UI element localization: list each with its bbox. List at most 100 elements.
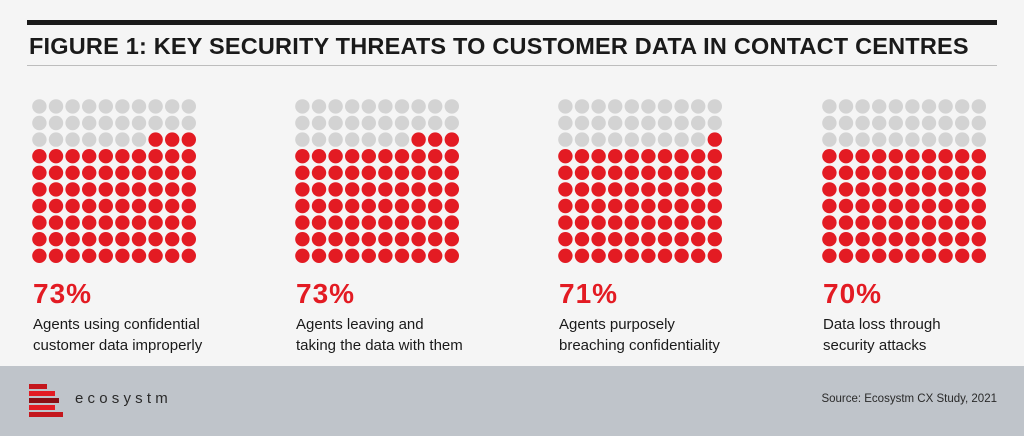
waffle-3-dot-7 xyxy=(674,99,689,114)
waffle-4-dot-51 xyxy=(838,182,854,197)
waffle-4-dot-90 xyxy=(822,248,837,263)
waffle-3-dot-28 xyxy=(691,132,706,147)
waffle-1-dot-41 xyxy=(48,165,64,180)
waffle-1-dot-56 xyxy=(131,182,147,197)
waffle-1-dot-9 xyxy=(181,99,196,114)
waffle-1-dot-25 xyxy=(115,132,130,147)
waffle-grid-2 xyxy=(295,99,459,263)
waffle-1-dot-77 xyxy=(148,215,163,230)
waffle-3-dot-57 xyxy=(674,182,689,197)
waffle-3-dot-45 xyxy=(641,165,656,180)
waffle-1-dot-10 xyxy=(32,115,47,131)
description-4: Data loss through security attacks xyxy=(823,314,1024,356)
waffle-1-dot-18 xyxy=(165,115,180,131)
waffle-2-dot-10 xyxy=(295,115,310,131)
waffle-2-dot-70 xyxy=(295,215,310,230)
waffle-4-dot-70 xyxy=(822,215,837,230)
waffle-3-dot-13 xyxy=(608,115,623,131)
waffle-4-dot-41 xyxy=(838,165,854,180)
percent-label-1: 73% xyxy=(33,278,93,309)
waffle-2-dot-62 xyxy=(328,198,343,214)
waffle-4-dot-47 xyxy=(938,165,953,180)
waffle-1-dot-31 xyxy=(48,149,64,164)
waffle-4-dot-60 xyxy=(822,198,837,214)
waffle-1-dot-13 xyxy=(82,115,97,131)
waffle-3-dot-25 xyxy=(641,132,656,147)
waffle-2-dot-21 xyxy=(311,132,327,147)
waffle-3-dot-95 xyxy=(641,248,656,263)
waffle-2-dot-32 xyxy=(328,149,343,164)
waffle-1-dot-63 xyxy=(82,198,97,214)
waffle-1-dot-36 xyxy=(131,149,147,164)
waffle-1-dot-93 xyxy=(82,248,97,263)
waffle-3-dot-54 xyxy=(624,182,639,197)
waffle-2-dot-3 xyxy=(345,99,360,114)
waffle-4-dot-18 xyxy=(955,115,970,131)
waffle-4-dot-0 xyxy=(822,99,837,114)
waffle-1-dot-51 xyxy=(48,182,64,197)
waffle-2-dot-57 xyxy=(411,182,426,197)
waffle-3-dot-8 xyxy=(691,99,706,114)
waffle-3-dot-70 xyxy=(558,215,573,230)
waffle-1-dot-28 xyxy=(165,132,180,147)
waffle-4-dot-9 xyxy=(971,99,986,114)
waffle-4-dot-19 xyxy=(971,115,986,131)
waffle-2-dot-51 xyxy=(311,182,327,197)
waffle-1-dot-49 xyxy=(181,165,196,180)
waffle-2-dot-97 xyxy=(411,248,426,263)
waffle-2-dot-73 xyxy=(345,215,360,230)
waffle-1-dot-60 xyxy=(32,198,47,214)
waffle-3-dot-43 xyxy=(608,165,623,180)
waffle-1-dot-62 xyxy=(65,198,80,214)
waffle-4-dot-36 xyxy=(921,149,937,164)
waffle-2-dot-29 xyxy=(444,132,459,147)
waffle-4-dot-40 xyxy=(822,165,837,180)
waffle-1-dot-3 xyxy=(82,99,97,114)
waffle-1-dot-7 xyxy=(148,99,163,114)
waffle-4-dot-84 xyxy=(888,232,903,247)
waffle-1-dot-44 xyxy=(98,165,114,180)
waffle-3-dot-62 xyxy=(591,198,606,214)
waffle-3-dot-1 xyxy=(574,99,590,114)
waffle-4-dot-55 xyxy=(905,182,920,197)
waffle-4-dot-49 xyxy=(971,165,986,180)
waffle-4-dot-25 xyxy=(905,132,920,147)
waffle-4-dot-35 xyxy=(905,149,920,164)
waffle-3-dot-93 xyxy=(608,248,623,263)
panel-1: 73% Agents using confidential customer d… xyxy=(31,98,271,360)
waffle-4-dot-74 xyxy=(888,215,903,230)
waffle-1-dot-79 xyxy=(181,215,196,230)
waffle-4-dot-8 xyxy=(955,99,970,114)
waffle-2-dot-36 xyxy=(394,149,410,164)
description-3-line-1: Agents purposely xyxy=(559,316,675,333)
waffle-4-dot-24 xyxy=(888,132,903,147)
waffle-1-dot-32 xyxy=(65,149,80,164)
waffle-4-dot-85 xyxy=(905,232,920,247)
waffle-1-dot-42 xyxy=(65,165,80,180)
waffle-2-dot-63 xyxy=(345,198,360,214)
ecosystm-logo-icon xyxy=(29,384,63,417)
waffle-4-dot-3 xyxy=(872,99,887,114)
waffle-2-dot-93 xyxy=(345,248,360,263)
waffle-1-dot-40 xyxy=(32,165,47,180)
waffle-1-dot-17 xyxy=(148,115,163,131)
waffle-4-dot-71 xyxy=(838,215,854,230)
waffle-4-dot-22 xyxy=(855,132,870,147)
waffle-4-dot-15 xyxy=(905,115,920,131)
waffle-1-dot-6 xyxy=(131,99,147,114)
waffle-4-dot-30 xyxy=(822,149,837,164)
top-rule xyxy=(27,20,997,25)
waffle-1-dot-30 xyxy=(32,149,47,164)
waffle-grid-3 xyxy=(558,99,722,263)
waffle-1-dot-53 xyxy=(82,182,97,197)
waffle-4-dot-59 xyxy=(971,182,986,197)
waffle-4-dot-98 xyxy=(955,248,970,263)
waffle-4-dot-93 xyxy=(872,248,887,263)
waffle-2-dot-16 xyxy=(394,115,410,131)
waffle-3-dot-17 xyxy=(674,115,689,131)
waffle-3-dot-31 xyxy=(574,149,590,164)
waffle-3-dot-35 xyxy=(641,149,656,164)
waffle-2-dot-99 xyxy=(444,248,459,263)
waffle-2-dot-38 xyxy=(428,149,443,164)
waffle-2-dot-42 xyxy=(328,165,343,180)
